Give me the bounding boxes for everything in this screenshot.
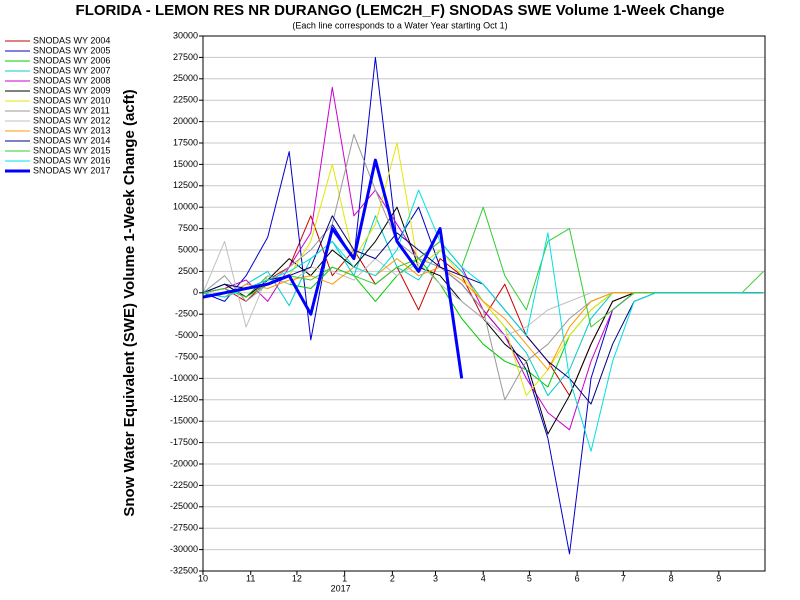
x-tick-label: 3 [433,573,438,583]
legend-label: SNODAS WY 2015 [33,145,110,155]
series-line [202,158,464,379]
x-tick-label: 1 [342,573,347,583]
y-tick-label: -22500 [170,480,198,490]
y-tick-label: -12500 [170,394,198,404]
y-tick-label: -5000 [175,330,198,340]
x-tick-label: 10 [198,573,208,583]
series-line [202,133,764,401]
chart-subtitle: (Each line corresponds to a Water Year s… [292,20,507,30]
x-tick-label: 6 [575,573,580,583]
x-tick-label: 4 [481,573,486,583]
x-tick-label: 5 [527,573,532,583]
legend-label: SNODAS WY 2016 [33,155,110,165]
series-line [202,56,764,555]
plot-lines [202,56,764,555]
x-tick-label: 9 [716,573,721,583]
legend-label: SNODAS WY 2010 [33,95,110,105]
legend-label: SNODAS WY 2009 [33,85,110,95]
y-axis-label: Snow Water Equivalent (SWE) Volume 1-Wee… [121,89,138,516]
legend-label: SNODAS WY 2013 [33,125,110,135]
legend-label: SNODAS WY 2012 [33,115,110,125]
y-tick-label: 7500 [178,223,198,233]
y-tick-label: 17500 [173,137,198,147]
legend-label: SNODAS WY 2006 [33,55,110,65]
y-tick-label: 25000 [173,73,198,83]
y-tick-label: 5000 [178,244,198,254]
y-tick-label: 2500 [178,266,198,276]
legend-label: SNODAS WY 2017 [33,165,110,175]
legend-label: SNODAS WY 2008 [33,75,110,85]
legend-label: SNODAS WY 2005 [33,45,110,55]
y-tick-label: -15000 [170,416,198,426]
y-tick-label: -10000 [170,373,198,383]
legend-label: SNODAS WY 2007 [33,65,110,75]
x-tick-label: 8 [669,573,674,583]
series-line [202,215,764,396]
legend-label: SNODAS WY 2014 [33,135,110,145]
y-tick-label: 10000 [173,202,198,212]
y-tick-label: -2500 [175,309,198,319]
y-tick-label: 30000 [173,30,198,40]
legend-label: SNODAS WY 2004 [33,35,110,45]
y-tick-label: -7500 [175,351,198,361]
y-tick-label: 15000 [173,159,198,169]
y-tick-label: -17500 [170,437,198,447]
y-tick-label: 0 [193,287,198,297]
series-line [202,215,764,396]
grid: 3000027500250002250020000175001500012500… [170,30,765,593]
year-label: 2017 [331,583,351,593]
y-tick-label: -30000 [170,544,198,554]
y-tick-label: -32500 [170,565,198,575]
y-tick-label: 20000 [173,116,198,126]
y-tick-label: -20000 [170,458,198,468]
y-tick-label: -25000 [170,501,198,511]
plot-frame [202,35,766,572]
y-tick-label: 12500 [173,180,198,190]
chart-title: FLORIDA - LEMON RES NR DURANGO (LEMC2H_F… [76,2,725,19]
legend-label: SNODAS WY 2011 [33,105,110,115]
x-tick-label: 11 [246,573,255,583]
x-tick-label: 7 [621,573,626,583]
y-tick-label: -27500 [170,523,198,533]
x-tick-label: 2 [390,573,395,583]
series-line [202,189,764,452]
y-tick-label: 27500 [173,52,198,62]
series-line [202,240,764,337]
x-tick-label: 12 [292,573,302,583]
y-tick-label: 22500 [173,95,198,105]
